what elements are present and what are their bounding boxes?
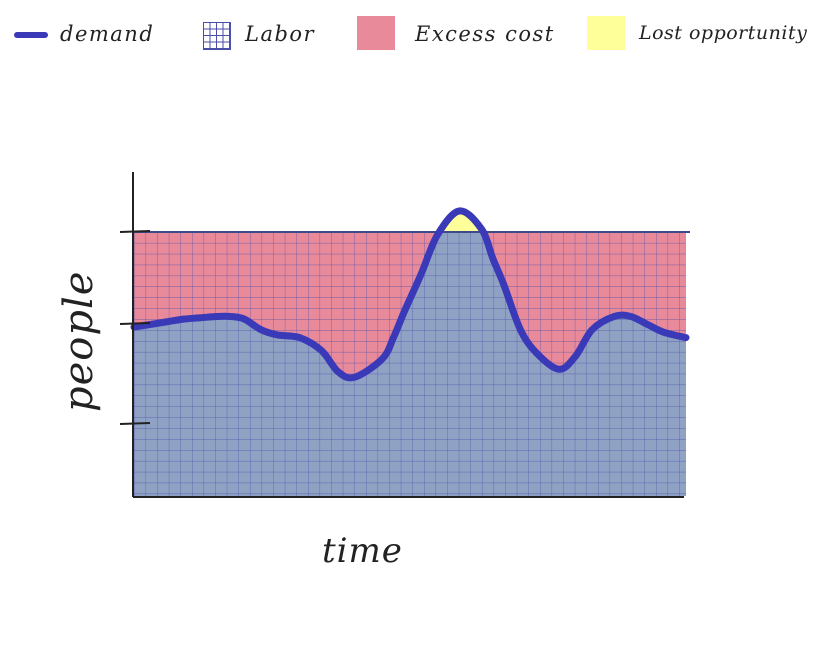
legend-swatch-demand <box>14 32 48 38</box>
y-axis-title: people <box>56 271 102 412</box>
lost-opportunity-region <box>439 210 484 232</box>
legend-swatch-labor <box>203 22 231 50</box>
y-axis-tick <box>119 230 151 233</box>
legend-item-demand: demand <box>14 14 194 56</box>
demand-line <box>130 207 690 382</box>
y-axis-tick <box>119 322 151 325</box>
y-axis-tick <box>119 422 151 425</box>
legend-label-demand: demand <box>60 22 155 46</box>
x-axis-title: time <box>322 531 403 571</box>
legend-item-labor: Labor <box>203 14 343 56</box>
legend-item-lost-opportunity: Lost opportunity <box>587 14 809 56</box>
legend-label-excess-cost: Excess cost <box>415 22 555 46</box>
legend-label-labor: Labor <box>245 22 316 46</box>
legend-swatch-excess-cost <box>357 16 395 50</box>
legend-swatch-lost-opportunity <box>587 16 625 50</box>
legend-item-excess-cost: Excess cost <box>357 14 567 56</box>
labor-grid-overlay <box>134 232 686 496</box>
legend-label-lost-opportunity: Lost opportunity <box>639 22 808 44</box>
